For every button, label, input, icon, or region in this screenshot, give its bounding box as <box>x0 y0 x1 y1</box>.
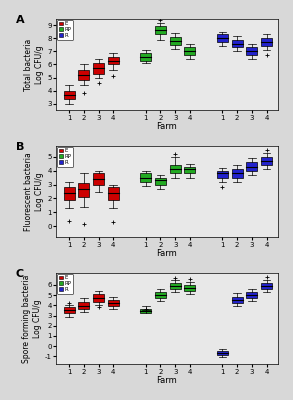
Bar <box>184 166 195 174</box>
Y-axis label: Total bacteria
Log CFU/g: Total bacteria Log CFU/g <box>24 38 45 91</box>
Bar <box>155 26 166 34</box>
Bar <box>108 187 119 200</box>
Bar <box>78 302 89 309</box>
Bar <box>93 174 104 184</box>
Bar <box>140 53 151 60</box>
Bar <box>108 57 119 64</box>
X-axis label: Farm: Farm <box>156 376 177 385</box>
Bar <box>78 183 89 197</box>
Y-axis label: Spore forming bacteria
Log CFU/g: Spore forming bacteria Log CFU/g <box>22 274 42 363</box>
Bar <box>170 283 181 289</box>
Bar <box>217 34 228 42</box>
Text: A: A <box>16 15 25 25</box>
Y-axis label: Fluorescent bacteria
Log CFU/g: Fluorescent bacteria Log CFU/g <box>24 152 45 231</box>
Text: B: B <box>16 142 24 152</box>
Bar <box>231 40 243 48</box>
Bar <box>184 285 195 291</box>
Bar <box>170 165 181 174</box>
Bar <box>140 309 151 314</box>
Bar <box>170 37 181 45</box>
Bar <box>261 38 272 46</box>
X-axis label: Farm: Farm <box>156 122 177 131</box>
Bar <box>246 48 257 55</box>
X-axis label: Farm: Farm <box>156 249 177 258</box>
Bar <box>184 48 195 55</box>
Bar <box>217 351 228 355</box>
Legend: E, RP, R: E, RP, R <box>57 274 73 294</box>
Bar <box>261 157 272 165</box>
Text: C: C <box>16 269 24 279</box>
Bar <box>64 307 75 314</box>
Bar <box>261 283 272 289</box>
Bar <box>231 169 243 178</box>
Bar <box>155 178 166 184</box>
Bar <box>231 297 243 303</box>
Bar <box>93 63 104 74</box>
Legend: E, RP, R: E, RP, R <box>57 20 73 40</box>
Bar <box>140 174 151 182</box>
Legend: E, RP, R: E, RP, R <box>57 147 73 167</box>
Bar <box>246 292 257 298</box>
Bar <box>217 171 228 178</box>
Bar <box>108 300 119 306</box>
Bar <box>93 294 104 302</box>
Bar <box>155 292 166 298</box>
Bar <box>64 91 75 98</box>
Bar <box>78 70 89 80</box>
Bar <box>64 187 75 200</box>
Bar <box>246 162 257 171</box>
